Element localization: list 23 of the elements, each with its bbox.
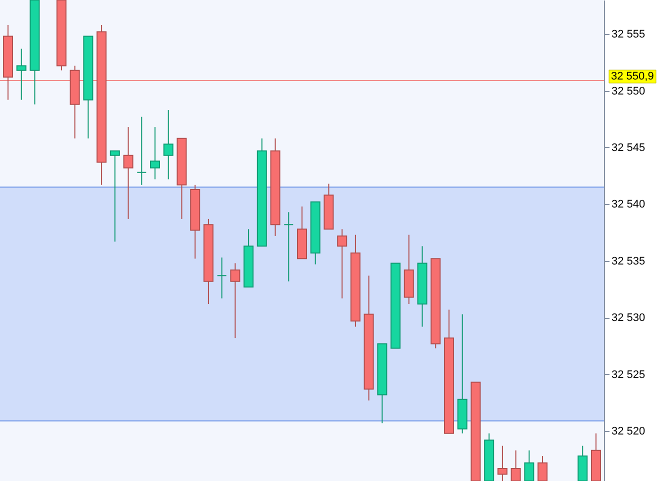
ref-line-label: 32 550,9	[611, 70, 654, 83]
candlestick	[110, 150, 120, 242]
y-tick-label: 32 525	[612, 368, 646, 381]
candlestick	[510, 450, 521, 481]
candlestick	[538, 456, 548, 481]
y-tick-label: 32 555	[612, 28, 646, 41]
candlestick	[150, 126, 160, 180]
candlestick	[524, 450, 534, 481]
candlestick	[136, 116, 147, 186]
y-tick-label: 32 530	[612, 312, 646, 324]
y-tick-label: 32 540	[612, 198, 646, 211]
y-tick-label: 32 550	[612, 85, 646, 98]
candlestick	[230, 262, 240, 339]
candlestick	[497, 445, 508, 481]
y-tick-label: 32 535	[612, 255, 646, 268]
candlestick	[16, 48, 26, 100]
candlestick	[163, 110, 174, 180]
y-tick-label: 32 545	[612, 142, 646, 154]
candlestick	[123, 126, 134, 220]
candlestick	[216, 257, 227, 299]
candlestick	[337, 228, 348, 299]
y-tick-label: 32 520	[612, 426, 646, 438]
candlestick	[284, 212, 294, 282]
